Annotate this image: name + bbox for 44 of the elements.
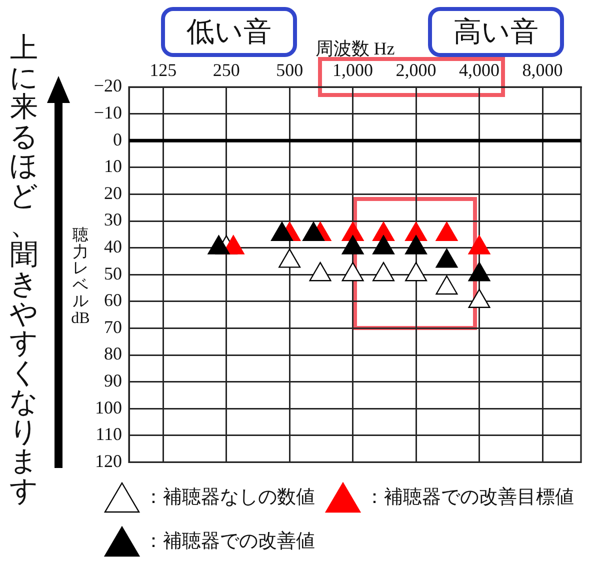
y-tick-label: 120 xyxy=(95,450,122,471)
legend-label: ：補聴器なしの数値 xyxy=(144,485,315,510)
x-tick-label: 8,000 xyxy=(522,60,563,80)
text: 低い音 xyxy=(186,15,272,48)
y-tick-label: 100 xyxy=(95,397,122,418)
text: 上に来るほど、聞きやすくなります xyxy=(10,31,38,506)
point xyxy=(309,262,332,282)
y-tick-label: 30 xyxy=(104,210,122,230)
y-tick-label: 90 xyxy=(104,370,122,391)
point xyxy=(468,235,490,254)
point xyxy=(342,262,364,282)
y-axis-title: 聴力レベル dB xyxy=(70,227,91,327)
point xyxy=(372,235,394,254)
text: 高い音 xyxy=(454,15,538,48)
x-tick-label: 2,000 xyxy=(396,60,436,80)
y-tick-label: 50 xyxy=(104,263,122,284)
point xyxy=(372,262,394,282)
y-tick-label: 40 xyxy=(104,236,122,257)
point xyxy=(405,235,428,254)
y-tick-label: 20 xyxy=(104,182,122,203)
y-tick-label: 0 xyxy=(113,129,122,150)
point xyxy=(436,275,458,295)
x-tick-label: 500 xyxy=(276,60,304,80)
legend-label: ：補聴器での改善目標値 xyxy=(365,485,574,510)
point xyxy=(278,248,301,268)
x-tick-label: 250 xyxy=(212,60,240,80)
point xyxy=(436,248,458,268)
y-tick-label: 10 xyxy=(104,156,122,176)
x-tick-label: 1,000 xyxy=(332,60,374,80)
legend-label: ：補聴器での改善値 xyxy=(144,529,315,554)
point xyxy=(342,235,364,254)
point xyxy=(405,262,428,282)
y-tick-label: −10 xyxy=(94,102,122,123)
point xyxy=(468,288,490,308)
y-tick-label: 110 xyxy=(96,424,122,444)
y-tick-label: 70 xyxy=(104,316,122,337)
x-axis-title: 周波数 Hz xyxy=(315,38,395,59)
point xyxy=(468,262,490,282)
point xyxy=(436,222,458,241)
y-tick-label: −20 xyxy=(94,76,122,96)
y-tick-label: 80 xyxy=(104,344,122,364)
x-tick-label: 4,000 xyxy=(459,60,500,80)
x-tick-label: 125 xyxy=(150,60,177,80)
y-tick-label: 60 xyxy=(104,290,122,310)
